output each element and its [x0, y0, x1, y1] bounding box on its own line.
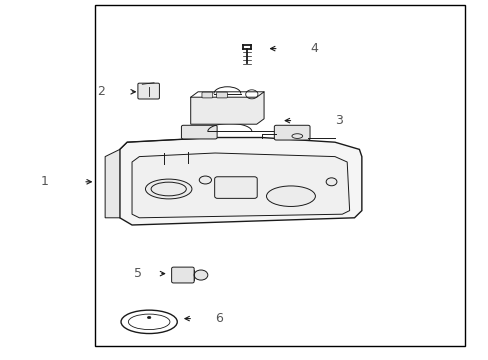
- FancyBboxPatch shape: [202, 92, 212, 98]
- Text: 3: 3: [334, 114, 342, 127]
- Text: 1: 1: [41, 175, 49, 188]
- Ellipse shape: [291, 134, 302, 139]
- Polygon shape: [132, 153, 349, 218]
- Ellipse shape: [147, 316, 150, 319]
- Ellipse shape: [266, 186, 315, 207]
- Ellipse shape: [128, 314, 170, 330]
- FancyBboxPatch shape: [181, 125, 217, 139]
- Text: 2: 2: [97, 85, 105, 98]
- Ellipse shape: [121, 310, 177, 333]
- Ellipse shape: [199, 176, 211, 184]
- FancyBboxPatch shape: [274, 125, 309, 140]
- FancyBboxPatch shape: [216, 92, 227, 98]
- Text: 6: 6: [215, 312, 223, 325]
- Ellipse shape: [325, 178, 336, 186]
- Polygon shape: [190, 92, 264, 124]
- Ellipse shape: [145, 179, 191, 199]
- Text: 5: 5: [134, 267, 142, 280]
- Ellipse shape: [194, 270, 207, 280]
- Polygon shape: [105, 149, 120, 218]
- Ellipse shape: [151, 182, 186, 196]
- Text: 4: 4: [310, 42, 318, 55]
- Polygon shape: [120, 138, 361, 225]
- Bar: [95, 5, 464, 346]
- FancyBboxPatch shape: [171, 267, 194, 283]
- FancyBboxPatch shape: [138, 83, 159, 99]
- FancyBboxPatch shape: [214, 177, 257, 198]
